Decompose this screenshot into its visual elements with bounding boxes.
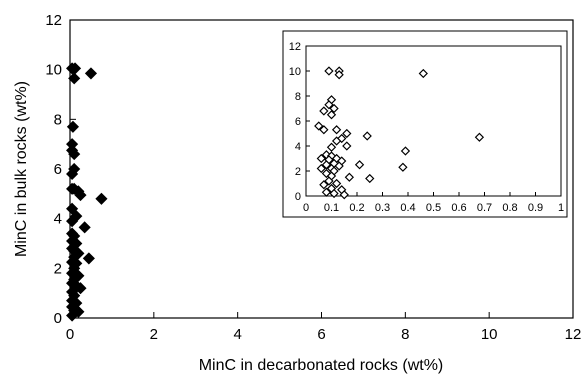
inset-data-point [319, 180, 329, 190]
main-y-tick-label: 0 [54, 310, 62, 327]
main-x-tick-label: 8 [401, 326, 409, 343]
inset-data-point [319, 106, 329, 116]
main-data-point [66, 309, 79, 322]
inset-points [314, 66, 485, 200]
main-x-tick-label: 4 [233, 326, 241, 343]
inset-data-point [314, 121, 324, 131]
inset-data-point [344, 172, 354, 182]
inset-x-tick-label: 0 [303, 202, 309, 214]
inset-data-point [354, 160, 365, 170]
inset-data-point [329, 188, 339, 199]
inset-data-point [331, 125, 342, 135]
inset-x-tick-label: 0.1 [324, 202, 339, 214]
inset-data-point [342, 128, 352, 139]
main-data-point [95, 192, 108, 205]
inset-x-tick-label: 0.7 [477, 202, 492, 214]
y-axis-label: MinC in bulk rocks (wt%) [13, 81, 30, 257]
inset-y-tick-label: 10 [289, 66, 301, 78]
inset-data-point [326, 142, 337, 152]
main-x-tick-label: 0 [66, 326, 74, 343]
main-data-point [74, 282, 87, 295]
main-x-tick-label: 10 [481, 326, 498, 343]
inset-data-point [337, 133, 347, 144]
inset-data-point [339, 190, 349, 200]
inset-data-point [331, 136, 342, 146]
main-y-tick-label: 12 [45, 12, 62, 29]
main-x-tick-label: 6 [317, 326, 325, 343]
inset-x-tick-label: 0.4 [400, 202, 415, 214]
inset-x-tick-label: 1 [558, 202, 564, 214]
inset-y-tick-label: 4 [295, 141, 301, 153]
inset-data-point [316, 153, 326, 164]
main-data-point [66, 202, 79, 215]
inset-data-point [321, 187, 332, 197]
inset-x-tick-label: 0.8 [502, 202, 517, 214]
inset-y-tick-label: 8 [295, 91, 301, 103]
main-x-tick-label: 12 [565, 326, 582, 343]
main-y-tick-label: 2 [54, 260, 62, 277]
inset-data-point [400, 146, 411, 156]
inset-data-point [316, 163, 326, 174]
main-data-point [66, 120, 79, 133]
inset-data-point [331, 178, 342, 189]
inset-data-point [365, 173, 375, 184]
main-data-point [82, 252, 95, 265]
main-y-tick-label: 6 [54, 161, 62, 178]
inset-data-point [474, 132, 485, 142]
inset-data-point [326, 110, 337, 120]
inset-data-point [329, 103, 339, 114]
inset-y-tick-label: 12 [289, 41, 301, 53]
main-y-tick-label: 4 [54, 211, 62, 228]
main-data-point [66, 215, 79, 228]
main-y-tick-label: 8 [54, 111, 62, 128]
inset-x-tick-label: 0.2 [349, 202, 364, 214]
inset-data-point [418, 68, 428, 79]
main-data-point [66, 167, 79, 181]
main-points [66, 62, 108, 322]
inset-data-point [324, 66, 334, 76]
main-data-point [78, 221, 91, 234]
inset-data-point [334, 161, 344, 171]
inset-x-tick-label: 0.9 [528, 202, 543, 214]
inset-data-point [398, 162, 408, 172]
main-data-point [74, 189, 87, 202]
main-data-point [84, 67, 98, 80]
inset-data-point [321, 160, 332, 170]
inset-x-tick-label: 0.5 [426, 202, 441, 214]
inset-data-point [334, 70, 344, 80]
inset-data-point [324, 176, 334, 186]
inset-x-tick-label: 0.3 [375, 202, 390, 214]
main-data-point [68, 148, 81, 161]
inset-x-tick-label: 0.6 [451, 202, 466, 214]
inset-y-tick-label: 6 [295, 116, 301, 128]
main-data-point [68, 72, 81, 85]
x-axis-label: MinC in decarbonated rocks (wt%) [199, 357, 444, 374]
inset-data-point [319, 125, 329, 135]
inset-data-point [362, 131, 372, 141]
inset-y-tick-label: 2 [295, 166, 301, 178]
inset-data-point [342, 141, 352, 151]
main-y-tick-label: 10 [45, 62, 62, 79]
inset-y-tick-label: 0 [295, 191, 301, 203]
main-x-tick-label: 2 [150, 326, 158, 343]
main-data-point [72, 305, 85, 318]
inset-data-point [324, 100, 334, 110]
